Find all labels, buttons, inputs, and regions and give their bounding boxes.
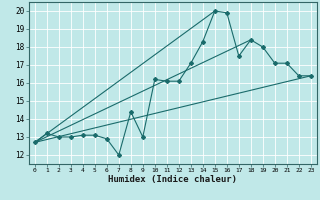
X-axis label: Humidex (Indice chaleur): Humidex (Indice chaleur) — [108, 175, 237, 184]
